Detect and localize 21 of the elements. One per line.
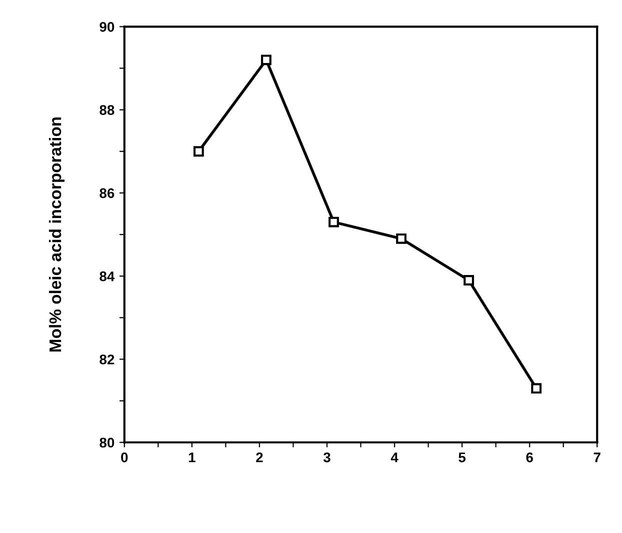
x-tick-label: 6 xyxy=(526,452,533,462)
x-tick-label: 7 xyxy=(594,452,600,462)
x-tick-label: 4 xyxy=(390,452,398,462)
x-tick-label: 1 xyxy=(188,452,196,462)
point xyxy=(531,383,542,394)
y-tick-label: 88 xyxy=(100,105,114,115)
point xyxy=(261,54,272,66)
y-tick-label: 84 xyxy=(100,271,115,282)
x-tick-label: 0 xyxy=(121,452,128,462)
y-tick-label: 80 xyxy=(100,438,114,448)
point xyxy=(328,216,339,228)
y-tick-label: 90 xyxy=(100,22,114,32)
point xyxy=(193,146,204,157)
y-tick-label: 86 xyxy=(100,188,114,198)
x-tick-label: 2 xyxy=(256,452,263,462)
y-tick-label: 82 xyxy=(100,354,114,364)
point xyxy=(396,233,406,244)
x-tick-label: 3 xyxy=(323,452,330,462)
x-tick-label: 5 xyxy=(458,452,466,462)
point xyxy=(464,275,474,286)
y-axis-title: Mol% oleic acid incorporation xyxy=(48,117,65,352)
